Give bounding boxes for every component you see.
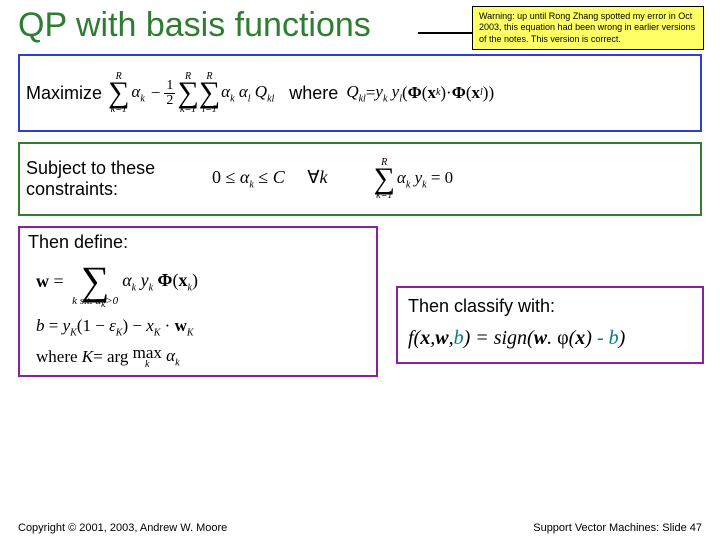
constraint-range: 0 ≤ αk ≤ C ∀k bbox=[212, 167, 328, 191]
slide-title: QP with basis functions bbox=[18, 6, 371, 45]
constraints-label: Subject to these constraints: bbox=[26, 158, 196, 199]
warning-callout: Warning: up until Rong Zhang spotted my … bbox=[472, 6, 704, 50]
maximize-box: Maximize R∑k=1 αk − 12 R∑k=1 R∑l=1 αk αl… bbox=[18, 54, 702, 132]
maximize-label: Maximize bbox=[26, 83, 102, 104]
classify-box: Then classify with: f(x,w,b) = sign(w. φ… bbox=[396, 286, 704, 364]
slide-footer: Copyright © 2001, 2003, Andrew W. Moore … bbox=[18, 522, 702, 534]
copyright-text: Copyright © 2001, 2003, Andrew W. Moore bbox=[18, 522, 227, 534]
constraint-sum-zero: R∑k=1 αk yk = 0 bbox=[374, 158, 454, 200]
classify-formula: f(x,w,b) = sign(w. φ(x) - b) bbox=[408, 327, 692, 350]
callout-line bbox=[418, 32, 480, 34]
where-expression: Qkl = yk yl (Φ(xk)·Φ(xl)) bbox=[346, 82, 494, 104]
b-definition: b = yK(1 − εK) − xK · wK where K = arg m… bbox=[36, 316, 368, 369]
w-definition: w = ∑k s.t. αk>0 αk yk Φ(xk) bbox=[36, 255, 368, 308]
define-label: Then define: bbox=[28, 232, 368, 253]
slide-number: Support Vector Machines: Slide 47 bbox=[533, 522, 702, 534]
define-box: Then define: w = ∑k s.t. αk>0 αk yk Φ(xk… bbox=[18, 226, 378, 377]
maximize-expression: R∑k=1 αk − 12 R∑k=1 R∑l=1 αk αl Qkl bbox=[108, 72, 275, 114]
where-label: where bbox=[289, 83, 338, 104]
slide-root: { "title": "QP with basis functions", "w… bbox=[0, 0, 720, 540]
constraints-box: Subject to these constraints: 0 ≤ αk ≤ C… bbox=[18, 142, 702, 216]
classify-label: Then classify with: bbox=[408, 296, 692, 317]
